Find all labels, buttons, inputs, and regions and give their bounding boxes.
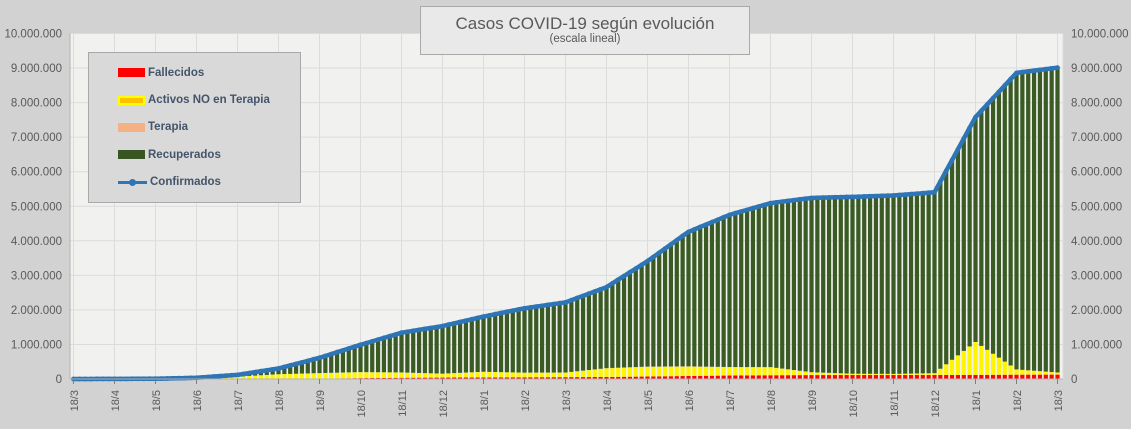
svg-text:5.000.000: 5.000.000 <box>1071 201 1122 213</box>
svg-text:6.000.000: 6.000.000 <box>11 167 62 179</box>
svg-text:18/5: 18/5 <box>151 390 163 411</box>
svg-text:18/2: 18/2 <box>1012 390 1024 411</box>
svg-text:3.000.000: 3.000.000 <box>11 270 62 282</box>
svg-text:5.000.000: 5.000.000 <box>11 201 62 213</box>
svg-text:18/12: 18/12 <box>438 390 450 418</box>
chart-title: Casos COVID-19 según evolución <box>455 13 715 33</box>
legend: Fallecidos Activos NO en Terapia Terapia… <box>88 52 301 203</box>
bars-fallecidos <box>258 374 1060 379</box>
svg-text:8.000.000: 8.000.000 <box>11 98 62 110</box>
svg-text:18/8: 18/8 <box>274 390 286 411</box>
legend-swatch-confirmados-line <box>118 178 147 187</box>
svg-text:2.000.000: 2.000.000 <box>11 305 62 317</box>
svg-text:0: 0 <box>1071 374 1077 386</box>
legend-item-terapia: Terapia <box>118 121 300 133</box>
svg-text:7.000.000: 7.000.000 <box>1071 132 1122 144</box>
svg-text:1.000.000: 1.000.000 <box>1071 339 1122 351</box>
bars-terapia <box>592 366 767 370</box>
svg-text:18/3: 18/3 <box>69 390 81 411</box>
legend-swatch-fallecidos <box>118 68 145 78</box>
svg-text:18/4: 18/4 <box>110 390 122 411</box>
legend-item-confirmados: Confirmados <box>118 176 300 188</box>
svg-text:18/8: 18/8 <box>766 390 778 411</box>
svg-text:1.000.000: 1.000.000 <box>11 339 62 351</box>
legend-swatch-activos <box>118 95 145 105</box>
legend-label-activos: Activos NO en Terapia <box>148 94 270 107</box>
svg-text:2.000.000: 2.000.000 <box>1071 305 1122 317</box>
svg-text:18/11: 18/11 <box>889 390 901 417</box>
x-axis-ticks <box>73 379 1058 384</box>
y-axis-left-labels: 0 1.000.000 2.000.000 3.000.000 4.000.000 5.0… <box>4 29 62 387</box>
svg-text:18/12: 18/12 <box>930 390 942 418</box>
svg-text:18/11: 18/11 <box>397 390 409 417</box>
legend-item-fallecidos: Fallecidos <box>118 67 300 79</box>
svg-text:9.000.000: 9.000.000 <box>1071 63 1122 75</box>
y-axis-right-labels: 0 1.000.000 2.000.000 3.000.000 4.000.000 5.0… <box>1071 29 1129 387</box>
x-axis-labels: 18/3 18/4 18/5 18/6 18/7 18/8 18/9 18/10 18/11 18… <box>69 390 1065 418</box>
svg-text:8.000.000: 8.000.000 <box>1071 98 1122 110</box>
legend-swatch-terapia <box>118 122 145 132</box>
svg-text:18/7: 18/7 <box>233 390 245 411</box>
svg-text:18/6: 18/6 <box>684 390 696 411</box>
svg-text:18/6: 18/6 <box>192 390 204 411</box>
svg-text:18/3: 18/3 <box>561 390 573 411</box>
stacked-bars <box>153 67 1060 379</box>
chart-subtitle: (escala lineal) <box>549 33 621 46</box>
svg-text:10.000.000: 10.000.000 <box>1071 29 1129 41</box>
svg-text:4.000.000: 4.000.000 <box>1071 236 1122 248</box>
legend-item-activos: Activos NO en Terapia <box>118 94 300 106</box>
svg-text:0: 0 <box>56 374 62 386</box>
legend-label-fallecidos: Fallecidos <box>148 66 205 79</box>
svg-text:18/5: 18/5 <box>643 390 655 411</box>
svg-text:6.000.000: 6.000.000 <box>1071 167 1122 179</box>
axes <box>69 33 1063 380</box>
svg-text:18/4: 18/4 <box>602 390 614 411</box>
legend-label-recuperados: Recuperados <box>148 148 221 161</box>
confirmados-line <box>71 65 1060 382</box>
svg-text:18/1: 18/1 <box>971 390 983 411</box>
legend-label-terapia: Terapia <box>148 121 189 134</box>
legend-item-recuperados: Recuperados <box>118 149 300 161</box>
svg-text:18/9: 18/9 <box>807 390 819 411</box>
svg-text:3.000.000: 3.000.000 <box>1071 270 1122 282</box>
chart-title-box: Casos COVID-19 según evolución (escala l… <box>420 6 750 55</box>
svg-text:7.000.000: 7.000.000 <box>11 132 62 144</box>
svg-text:18/10: 18/10 <box>356 390 368 418</box>
svg-text:18/1: 18/1 <box>479 390 491 411</box>
legend-label-confirmados: Confirmados <box>150 176 221 189</box>
svg-text:18/3: 18/3 <box>1053 390 1065 411</box>
svg-text:18/7: 18/7 <box>725 390 737 411</box>
svg-text:9.000.000: 9.000.000 <box>11 63 62 75</box>
bars-recuperados <box>165 67 1060 379</box>
bars-activos-no-en-terapia <box>153 342 1060 379</box>
svg-text:18/10: 18/10 <box>848 390 860 418</box>
svg-text:18/2: 18/2 <box>520 390 532 411</box>
legend-swatch-recuperados <box>118 150 145 160</box>
svg-text:18/9: 18/9 <box>315 390 327 411</box>
svg-text:10.000.000: 10.000.000 <box>4 29 62 41</box>
svg-text:4.000.000: 4.000.000 <box>11 236 62 248</box>
